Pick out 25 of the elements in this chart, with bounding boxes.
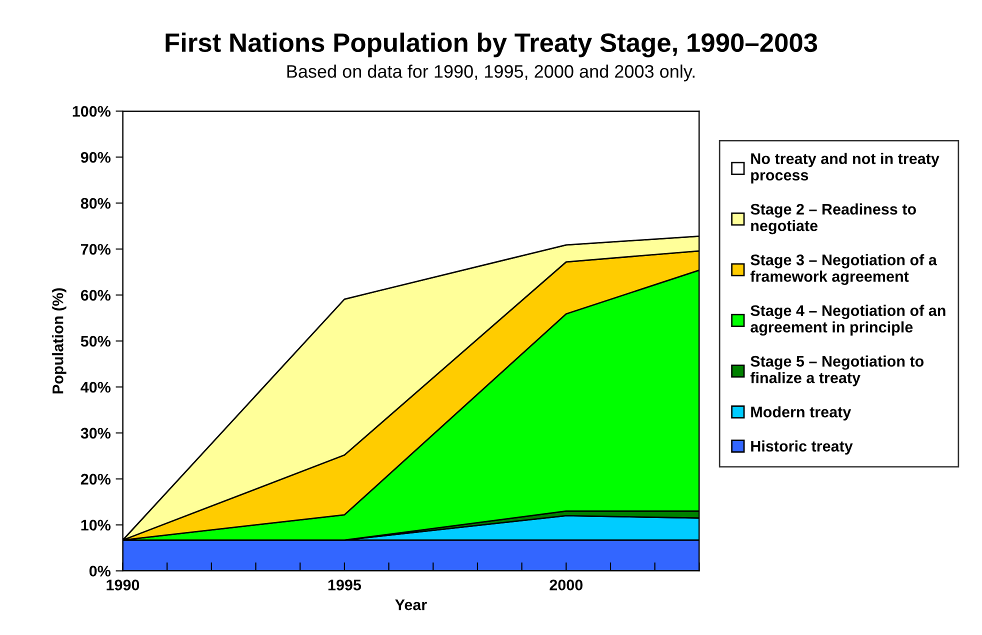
y-tick-label: 90%	[80, 152, 111, 163]
y-tick-label: 100%	[72, 106, 111, 117]
y-axis-title: Population (%)	[52, 288, 66, 394]
legend-label: Stage 3 – Negotiation of a framework agreement	[750, 254, 937, 285]
y-tick-label: 50%	[80, 336, 111, 347]
legend-label: Modern treaty	[751, 406, 852, 420]
x-tick-label: 1995	[328, 580, 362, 590]
y-tick-label: 0%	[89, 566, 111, 577]
x-tick-label: 1990	[106, 580, 140, 590]
chart-subtitle: Based on data for 1990, 1995, 2000 and 2003 only.	[287, 64, 695, 82]
y-tick-label: 10%	[81, 520, 111, 531]
legend-label: No treaty and not in treaty process	[751, 152, 940, 184]
y-tick-label: 30%	[80, 428, 111, 439]
y-tick-label: 20%	[80, 474, 111, 485]
legend-label: Stage 5 – Negotiation to finalize a treaty	[750, 356, 924, 386]
x-axis-title: Year	[395, 600, 427, 610]
y-tick-label: 60%	[80, 290, 111, 301]
legend-label: Stage 4 – Negotiation of an agreement in principle	[750, 304, 946, 336]
legend-label: Stage 2 – Readiness to negotiate	[750, 203, 916, 234]
legend-label: Historic treaty	[751, 440, 853, 455]
y-tick-label: 80%	[80, 198, 111, 209]
chart-title: First Nations Population by Treaty Stage, 1990–2003	[166, 32, 818, 58]
y-tick-label: 70%	[81, 244, 111, 255]
y-tick-label: 40%	[80, 382, 111, 393]
x-tick-label: 2000	[550, 580, 583, 590]
